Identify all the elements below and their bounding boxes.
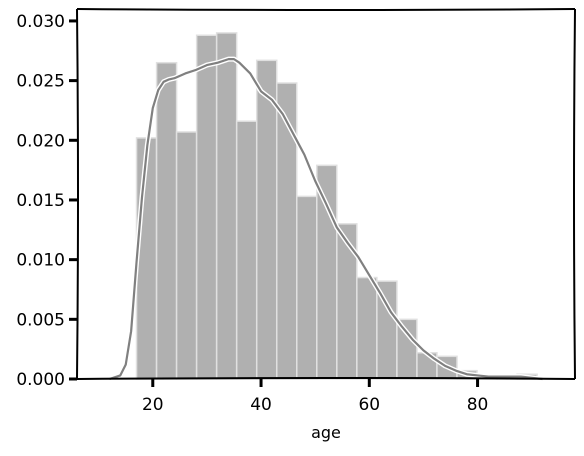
histogram-bar [195,34,218,380]
y-tick-label: 0.000 [16,370,65,390]
kde-curve-layer [108,56,543,382]
histogram-bar [296,195,318,380]
y-tick-label: 0.020 [16,131,65,151]
histogram-bar [235,120,258,380]
x-tick-label: 40 [250,395,272,415]
histogram-bar [175,131,198,380]
x-tick-label: 80 [467,395,489,415]
histogram-bar [316,164,338,380]
axes-frame [76,8,576,380]
histogram-bar [356,276,378,380]
histogram-bars [135,32,538,380]
y-tick-label: 0.030 [16,12,65,32]
y-axis-line [76,8,79,380]
y-tick-label: 0.010 [16,251,65,271]
histogram-bar [215,32,238,380]
histogram-bar [396,318,418,380]
right-spine [573,8,576,380]
top-spine [76,8,576,11]
histogram-bar [255,59,278,380]
histogram-bar [275,82,298,380]
x-tick-label: 20 [142,395,164,415]
histogram-bar [155,61,178,380]
y-axis-ticks: 0.000 0.005 0.010 0.015 0.020 0.025 0.030 [16,12,77,390]
y-tick-label: 0.015 [16,191,65,211]
x-tick-label: 60 [358,395,380,415]
kde-curve [109,58,543,381]
y-tick-label: 0.025 [16,72,65,92]
x-axis-ticks: 20 40 60 80 [142,379,488,415]
x-axis-line [76,377,576,380]
y-tick-label: 0.005 [16,310,65,330]
x-axis-title: age [311,423,341,442]
